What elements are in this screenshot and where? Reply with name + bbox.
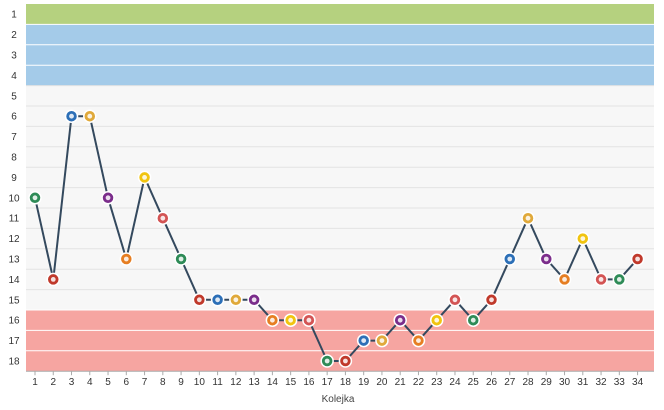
x-tick-label: 15 bbox=[285, 377, 297, 388]
x-tick-label: 22 bbox=[413, 377, 425, 388]
y-tick-label: 14 bbox=[8, 275, 20, 286]
x-tick-label: 5 bbox=[105, 377, 111, 388]
data-point bbox=[448, 293, 462, 307]
y-tick-label: 1 bbox=[11, 10, 17, 21]
data-point bbox=[484, 293, 499, 307]
x-tick-label: 20 bbox=[376, 377, 388, 388]
data-point bbox=[429, 313, 444, 327]
y-tick-label: 18 bbox=[8, 357, 20, 368]
data-point bbox=[64, 109, 79, 123]
x-tick-label: 2 bbox=[50, 377, 56, 388]
x-tick-label: 28 bbox=[522, 377, 534, 388]
data-point bbox=[612, 272, 627, 287]
x-tick-label: 23 bbox=[431, 377, 443, 388]
x-tick-label: 17 bbox=[322, 377, 334, 388]
data-point bbox=[356, 333, 371, 348]
y-tick-label: 11 bbox=[9, 214, 20, 225]
data-point bbox=[375, 333, 389, 348]
y-tick-label: 13 bbox=[8, 255, 20, 266]
data-point bbox=[83, 109, 97, 123]
x-tick-label: 19 bbox=[358, 377, 370, 388]
data-point bbox=[210, 293, 225, 307]
x-tick-label: 9 bbox=[178, 377, 184, 388]
x-tick-label: 30 bbox=[559, 377, 571, 388]
data-point bbox=[320, 354, 334, 368]
data-point bbox=[594, 272, 608, 287]
data-point bbox=[539, 252, 554, 266]
gridlines bbox=[26, 23, 654, 372]
data-point bbox=[411, 333, 426, 348]
data-point bbox=[503, 252, 517, 266]
x-tick-label: 34 bbox=[632, 377, 644, 388]
y-tick-label: 6 bbox=[11, 112, 17, 123]
zone-band-3 bbox=[26, 85, 654, 310]
y-tick-label: 16 bbox=[8, 316, 20, 327]
x-tick-label: 25 bbox=[468, 377, 480, 388]
y-tick-label: 10 bbox=[8, 193, 20, 204]
y-tick-label: 7 bbox=[11, 132, 17, 143]
zone-band-2 bbox=[26, 24, 654, 86]
data-point bbox=[247, 293, 261, 307]
x-tick-label: 21 bbox=[395, 377, 407, 388]
data-point bbox=[119, 252, 134, 266]
data-point bbox=[557, 272, 572, 287]
x-tick-label: 8 bbox=[160, 377, 166, 388]
x-tick-label: 31 bbox=[577, 377, 589, 388]
y-tick-label: 3 bbox=[11, 51, 17, 62]
data-point bbox=[338, 354, 353, 368]
x-tick-label: 16 bbox=[303, 377, 315, 388]
data-point bbox=[630, 252, 645, 266]
data-point bbox=[137, 170, 152, 185]
position-line bbox=[34, 115, 639, 362]
y-tick-label: 4 bbox=[11, 71, 17, 82]
table-zones bbox=[26, 4, 654, 372]
x-tick-label: 14 bbox=[267, 377, 279, 388]
x-tick-label: 3 bbox=[69, 377, 75, 388]
x-tick-label: 4 bbox=[87, 377, 93, 388]
data-point bbox=[521, 211, 535, 225]
y-tick-label: 2 bbox=[11, 30, 17, 41]
x-tick-label: 18 bbox=[340, 377, 352, 388]
y-tick-label: 15 bbox=[8, 295, 20, 306]
data-point bbox=[283, 313, 298, 327]
zone-band-1 bbox=[26, 4, 654, 25]
data-point bbox=[174, 252, 188, 266]
data-point bbox=[302, 313, 316, 327]
data-point bbox=[46, 272, 61, 287]
y-tick-label: 12 bbox=[8, 234, 20, 245]
y-tick-label: 8 bbox=[11, 153, 17, 164]
x-tick-label: 26 bbox=[486, 377, 498, 388]
x-tick-label: 12 bbox=[230, 377, 242, 388]
y-tick-label: 9 bbox=[11, 173, 17, 184]
x-tick-label: 33 bbox=[614, 377, 626, 388]
x-axis-title: Kolejka bbox=[322, 394, 355, 405]
data-point bbox=[101, 191, 115, 205]
data-point bbox=[28, 191, 42, 205]
x-tick-label: 13 bbox=[249, 377, 261, 388]
data-point bbox=[229, 293, 243, 307]
data-point bbox=[393, 313, 407, 327]
x-tick-label: 6 bbox=[124, 377, 130, 388]
y-tick-label: 17 bbox=[8, 336, 20, 347]
x-tick-label: 1 bbox=[32, 377, 38, 388]
x-tick-label: 29 bbox=[541, 377, 553, 388]
x-tick-label: 27 bbox=[504, 377, 516, 388]
data-point bbox=[156, 211, 170, 225]
data-points bbox=[28, 109, 645, 368]
y-tick-label: 5 bbox=[11, 91, 17, 102]
data-point bbox=[466, 313, 480, 327]
x-tick-label: 32 bbox=[595, 377, 607, 388]
x-tick-label: 11 bbox=[212, 377, 223, 388]
x-tick-label: 10 bbox=[194, 377, 206, 388]
x-tick-label: 24 bbox=[449, 377, 461, 388]
data-point bbox=[192, 293, 207, 307]
x-axis-ticks: 1 2 3 4 5 6 7 8 9 10 11 12 13 14 15 16 17 18 19 20 21 22 23 24 2… bbox=[32, 371, 644, 388]
data-point bbox=[576, 231, 590, 246]
x-tick-label: 7 bbox=[142, 377, 148, 388]
data-point bbox=[265, 313, 280, 327]
